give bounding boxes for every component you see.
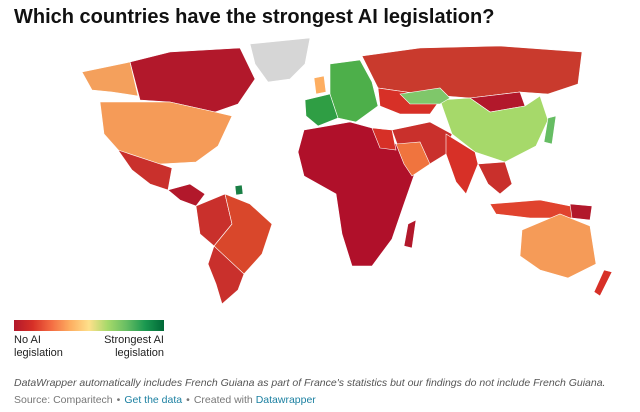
southern-cone [207, 245, 245, 305]
footer: Source: Comparitech • Get the data • Created… [14, 394, 316, 406]
saudi-arabia [395, 141, 431, 177]
egypt [371, 127, 397, 151]
europe-central [329, 59, 379, 123]
legend-gradient [14, 320, 164, 331]
get-data-link[interactable]: Get the data [124, 394, 183, 406]
uk [313, 75, 327, 95]
greenland [249, 37, 311, 83]
papua [569, 203, 593, 221]
legend-min-label: No AI legislation [14, 334, 63, 359]
separator: • [116, 394, 121, 406]
kazakhstan-east [399, 87, 451, 105]
australia [519, 213, 597, 279]
india [445, 133, 479, 195]
madagascar [403, 219, 417, 249]
central-america [167, 183, 206, 207]
indonesia [489, 199, 581, 219]
separator: • [186, 394, 190, 406]
created-with: Created with [193, 394, 253, 406]
japan [543, 115, 557, 145]
world-map [81, 37, 613, 305]
french-guiana [234, 184, 244, 196]
source: Source: Comparitech [14, 394, 113, 406]
title: Which countries have the strongest AI le… [14, 6, 495, 28]
legend-max-label: Strongest AI legislation [104, 334, 164, 359]
southeast-asia [477, 161, 513, 195]
legend: No AI legislation Strongest AI legislati… [14, 320, 164, 359]
tool-link[interactable]: Datawrapper [255, 394, 316, 406]
new-zealand [593, 269, 613, 297]
usa [99, 101, 233, 165]
canada [129, 47, 256, 113]
europe-west [304, 93, 339, 127]
alaska [81, 61, 139, 97]
note: DataWrapper automatically includes Frenc… [14, 377, 606, 389]
